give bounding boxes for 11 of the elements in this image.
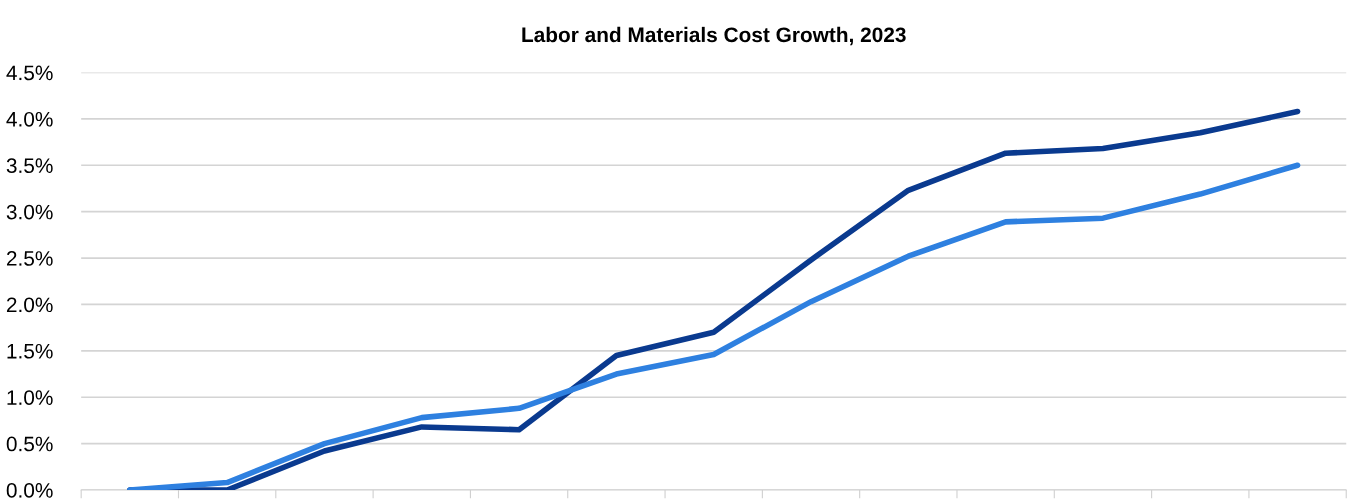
y-tick-label: 1.5% xyxy=(7,343,53,359)
chart-title: Labor and Materials Cost Growth, 2023 xyxy=(522,26,906,46)
y-tick-label: 3.5% xyxy=(6,158,53,174)
y-tick-label: 2.5% xyxy=(6,251,53,266)
y-tick-label: 4.0% xyxy=(6,111,53,127)
y-tick-label: 1.0% xyxy=(7,390,53,405)
y-tick-label: 0.5% xyxy=(6,436,53,452)
y-tick-label: 0.0% xyxy=(6,483,53,498)
y-tick-label: 4.5% xyxy=(6,65,53,81)
y-tick-label: 3.0% xyxy=(6,204,53,220)
y-tick-label: 2.0% xyxy=(6,297,53,313)
